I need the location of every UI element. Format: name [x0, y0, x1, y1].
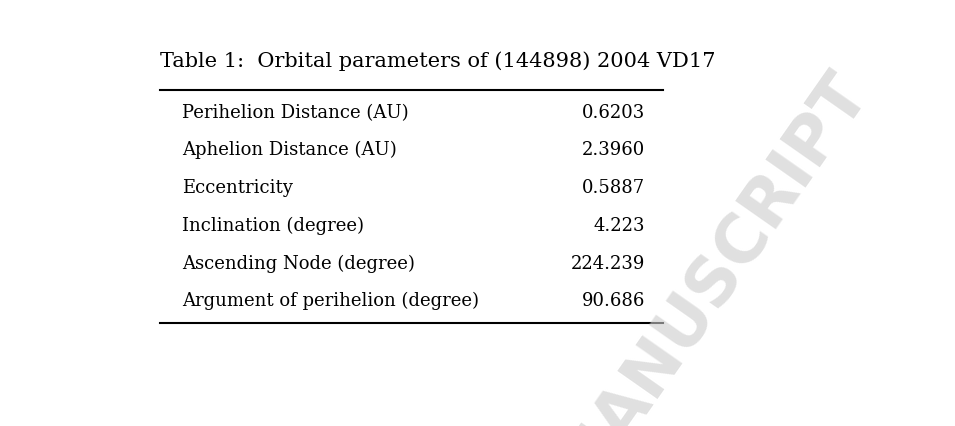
Text: 90.686: 90.686 — [582, 292, 645, 310]
Text: 4.223: 4.223 — [593, 217, 645, 235]
Text: 0.5887: 0.5887 — [582, 179, 645, 197]
Text: Argument of perihelion (degree): Argument of perihelion (degree) — [182, 292, 479, 311]
Text: 224.239: 224.239 — [570, 254, 645, 273]
Text: Table 1:  Orbital parameters of (144898) 2004 VD17: Table 1: Orbital parameters of (144898) … — [160, 51, 715, 71]
Text: 0.6203: 0.6203 — [582, 104, 645, 122]
Text: Ascending Node (degree): Ascending Node (degree) — [182, 254, 415, 273]
Text: Eccentricity: Eccentricity — [182, 179, 293, 197]
Text: Perihelion Distance (AU): Perihelion Distance (AU) — [182, 104, 409, 122]
Text: Inclination (degree): Inclination (degree) — [182, 217, 364, 235]
Text: MANUSCRIPT: MANUSCRIPT — [542, 59, 881, 426]
Text: 2.3960: 2.3960 — [582, 141, 645, 159]
Text: Aphelion Distance (AU): Aphelion Distance (AU) — [182, 141, 397, 159]
